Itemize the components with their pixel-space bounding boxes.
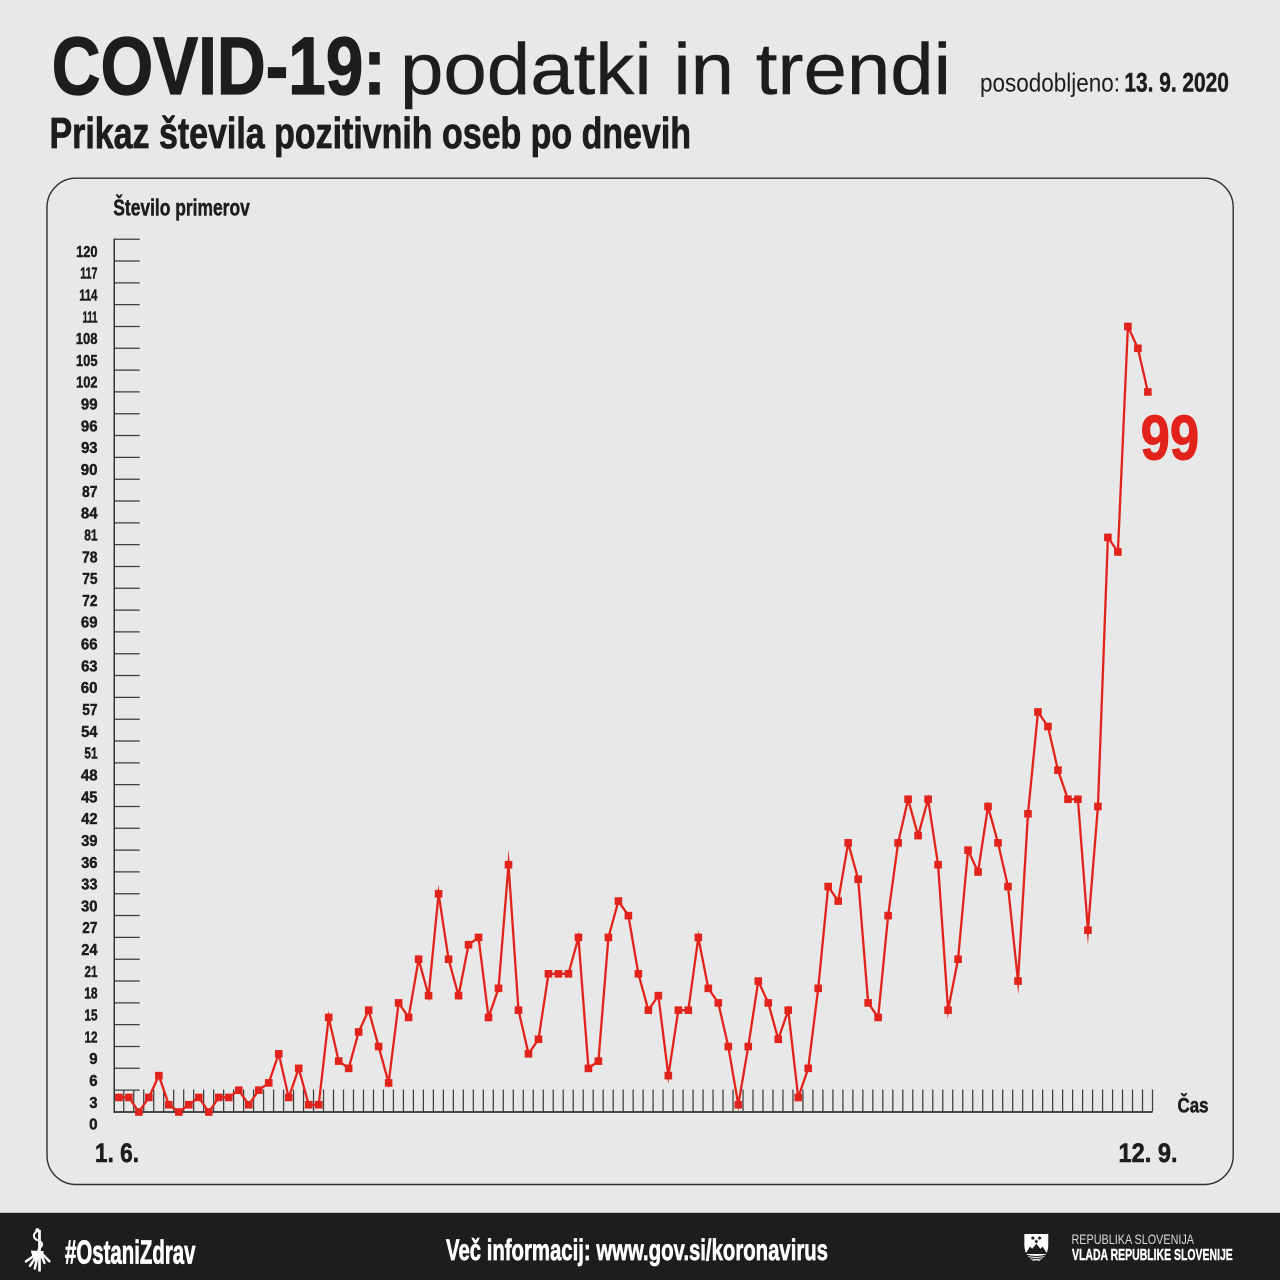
svg-text:75: 75: [82, 571, 98, 588]
svg-text:27: 27: [82, 920, 97, 937]
svg-text:Čas: Čas: [1178, 1092, 1209, 1117]
svg-text:12. 9.: 12. 9.: [1119, 1138, 1178, 1168]
svg-text:120: 120: [76, 244, 97, 261]
svg-text:90: 90: [81, 462, 98, 479]
svg-text:96: 96: [81, 418, 98, 435]
svg-text:102: 102: [76, 375, 97, 392]
svg-text:51: 51: [84, 746, 97, 763]
svg-text:6: 6: [89, 1073, 97, 1090]
svg-text:30: 30: [81, 898, 98, 915]
svg-text:3: 3: [89, 1095, 97, 1112]
svg-text:#OstaniZdrav: #OstaniZdrav: [65, 1234, 196, 1271]
svg-text:69: 69: [81, 615, 98, 632]
svg-text:Prikaz števila pozitivnih oseb: Prikaz števila pozitivnih oseb po dnevih: [50, 110, 692, 158]
svg-text:66: 66: [81, 637, 98, 654]
svg-text:60: 60: [81, 680, 98, 697]
svg-text:114: 114: [79, 287, 98, 304]
svg-text:13. 9. 2020: 13. 9. 2020: [1124, 67, 1229, 97]
svg-text:21: 21: [85, 964, 98, 981]
svg-text:REPUBLIKA SLOVENIJA: REPUBLIKA SLOVENIJA: [1072, 1232, 1195, 1247]
svg-text:Število primerov: Število primerov: [113, 194, 250, 221]
svg-text:12: 12: [85, 1029, 98, 1046]
svg-text:39: 39: [81, 833, 97, 850]
svg-text:33: 33: [81, 877, 97, 894]
svg-text:99: 99: [81, 397, 98, 414]
svg-text:9: 9: [89, 1051, 97, 1068]
svg-text:COVID-19:: COVID-19:: [52, 21, 386, 112]
svg-text:podatki in trendi: podatki in trendi: [400, 30, 951, 110]
svg-text:57: 57: [82, 702, 97, 719]
svg-text:87: 87: [82, 484, 98, 501]
svg-text:posodobljeno:: posodobljeno:: [980, 67, 1120, 97]
svg-text:93: 93: [81, 440, 97, 457]
svg-text:111: 111: [83, 309, 98, 326]
svg-text:99: 99: [1141, 404, 1200, 474]
svg-text:54: 54: [81, 724, 98, 741]
svg-text:24: 24: [81, 942, 98, 959]
svg-text:VLADA REPUBLIKE SLOVENIJE: VLADA REPUBLIKE SLOVENIJE: [1072, 1247, 1233, 1264]
svg-text:63: 63: [81, 658, 97, 675]
svg-text:105: 105: [76, 353, 98, 370]
svg-text:117: 117: [80, 266, 97, 283]
svg-text:84: 84: [81, 506, 98, 523]
svg-text:42: 42: [81, 811, 97, 828]
svg-text:0: 0: [89, 1117, 97, 1134]
svg-text:78: 78: [82, 549, 98, 566]
svg-text:18: 18: [84, 986, 98, 1003]
svg-text:48: 48: [81, 767, 98, 784]
svg-text:72: 72: [82, 593, 97, 610]
svg-text:36: 36: [81, 855, 97, 872]
svg-text:Več informacij: www.gov.si/kor: Več informacij: www.gov.si/koronavirus: [446, 1234, 828, 1267]
svg-text:108: 108: [76, 331, 98, 348]
svg-text:45: 45: [81, 789, 98, 806]
svg-text:1. 6.: 1. 6.: [95, 1138, 139, 1168]
svg-text:81: 81: [84, 527, 98, 544]
svg-text:15: 15: [84, 1008, 97, 1025]
